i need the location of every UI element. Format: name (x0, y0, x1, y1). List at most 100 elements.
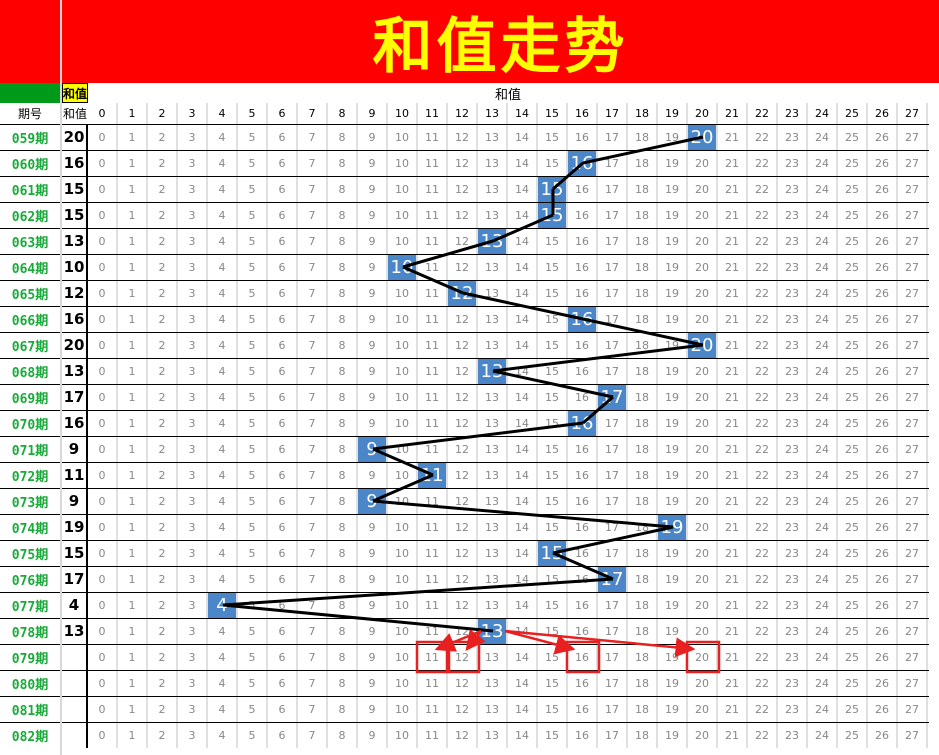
number-cell: 6 (268, 384, 298, 410)
number-cell: 12 (448, 722, 478, 748)
number-cell: 2 (148, 436, 178, 462)
number-cell: 27 (898, 670, 928, 696)
number-cell: 21 (718, 670, 748, 696)
number-cell: 7 (298, 358, 328, 384)
number-cell: 4 (208, 280, 238, 306)
number-cell: 0 (88, 644, 118, 670)
number-cell: 27 (898, 384, 928, 410)
number-cell: 23 (778, 176, 808, 202)
number-cell: 18 (628, 228, 658, 254)
number-cell: 10 (388, 150, 418, 176)
number-cell: 17 (598, 202, 628, 228)
number-cell: 13 (478, 670, 508, 696)
number-cell: 19 (658, 670, 688, 696)
number-cell: 21 (718, 566, 748, 592)
sum-value (62, 670, 88, 696)
number-cell: 0 (88, 462, 118, 488)
period-label: 076期 (11, 573, 49, 589)
number-cell: 14 (508, 462, 538, 488)
number-cell: 2 (148, 566, 178, 592)
number-cell: 21 (718, 722, 748, 748)
number-cell: 3 (178, 644, 208, 670)
sum-value: 16 (62, 306, 88, 332)
number-cell: 24 (808, 540, 838, 566)
number-header: 22 (748, 103, 778, 124)
number-cell: 26 (868, 124, 898, 150)
number-cell: 4 (208, 124, 238, 150)
number-cell: 0 (88, 722, 118, 748)
number-header: 2 (148, 103, 178, 124)
number-cell: 23 (778, 670, 808, 696)
number-cell: 3 (178, 540, 208, 566)
number-cell: 5 (238, 618, 268, 644)
number-cell: 25 (838, 722, 868, 748)
number-cell: 22 (748, 436, 778, 462)
number-cell: 7 (298, 332, 328, 358)
number-cell: 4 (208, 644, 238, 670)
number-cell: 7 (298, 436, 328, 462)
number-cell: 3 (178, 176, 208, 202)
number-cell: 10 (388, 566, 418, 592)
number-cell: 10 (388, 462, 418, 488)
number-cell: 10 (388, 228, 418, 254)
number-cell: 5 (238, 124, 268, 150)
period-label: 078期 (11, 625, 49, 641)
number-cell: 26 (868, 254, 898, 280)
number-cell: 27 (898, 462, 928, 488)
number-cell: 3 (178, 488, 208, 514)
number-cell: 25 (838, 228, 868, 254)
number-cell: 24 (808, 644, 838, 670)
number-cell: 0 (88, 176, 118, 202)
number-cell: 13 (478, 488, 508, 514)
number-cell: 19 (658, 228, 688, 254)
number-cell: 26 (868, 410, 898, 436)
number-header: 11 (418, 103, 448, 124)
number-cell: 25 (838, 150, 868, 176)
number-cell: 4 (208, 358, 238, 384)
number-cell: 18 (628, 410, 658, 436)
number-header: 9 (358, 103, 388, 124)
number-cell: 6 (268, 124, 298, 150)
number-cell: 19 (658, 618, 688, 644)
number-cell: 14 (508, 228, 538, 254)
number-cell: 17 (598, 618, 628, 644)
number-cell: 10 (388, 176, 418, 202)
sum-header: 和值 (62, 107, 87, 121)
number-cell: 3 (178, 670, 208, 696)
number-cell: 12 (448, 124, 478, 150)
number-cell: 11 (418, 306, 448, 332)
trend-segment (372, 447, 434, 477)
number-cell: 9 (358, 176, 388, 202)
row-divider (0, 592, 929, 593)
number-cell: 10 (388, 540, 418, 566)
number-cell: 22 (748, 254, 778, 280)
number-cell: 13 (478, 306, 508, 332)
trend-segment (582, 317, 704, 347)
number-cell: 4 (208, 722, 238, 748)
number-cell: 15 (538, 436, 568, 462)
number-cell: 7 (298, 618, 328, 644)
number-cell: 11 (418, 436, 448, 462)
number-cell: 2 (148, 176, 178, 202)
number-cell: 14 (508, 176, 538, 202)
number-cell: 27 (898, 436, 928, 462)
number-cell: 13 (478, 644, 508, 670)
number-cell: 22 (748, 410, 778, 436)
prediction-arrow (504, 629, 696, 658)
number-cell: 11 (418, 488, 448, 514)
number-cell: 0 (88, 566, 118, 592)
number-cell: 15 (538, 332, 568, 358)
number-cell: 0 (88, 592, 118, 618)
number-cell: 26 (868, 488, 898, 514)
number-cell: 11 (418, 696, 448, 722)
sum-value (62, 696, 88, 722)
number-cell: 11 (418, 722, 448, 748)
number-cell: 6 (268, 410, 298, 436)
number-cell: 22 (748, 384, 778, 410)
number-cell: 0 (88, 124, 118, 150)
trend-segment (372, 499, 674, 529)
number-cell: 9 (358, 618, 388, 644)
hit-cell: 12 (448, 280, 478, 306)
period-label: 077期 (11, 599, 49, 615)
number-cell: 22 (748, 566, 778, 592)
